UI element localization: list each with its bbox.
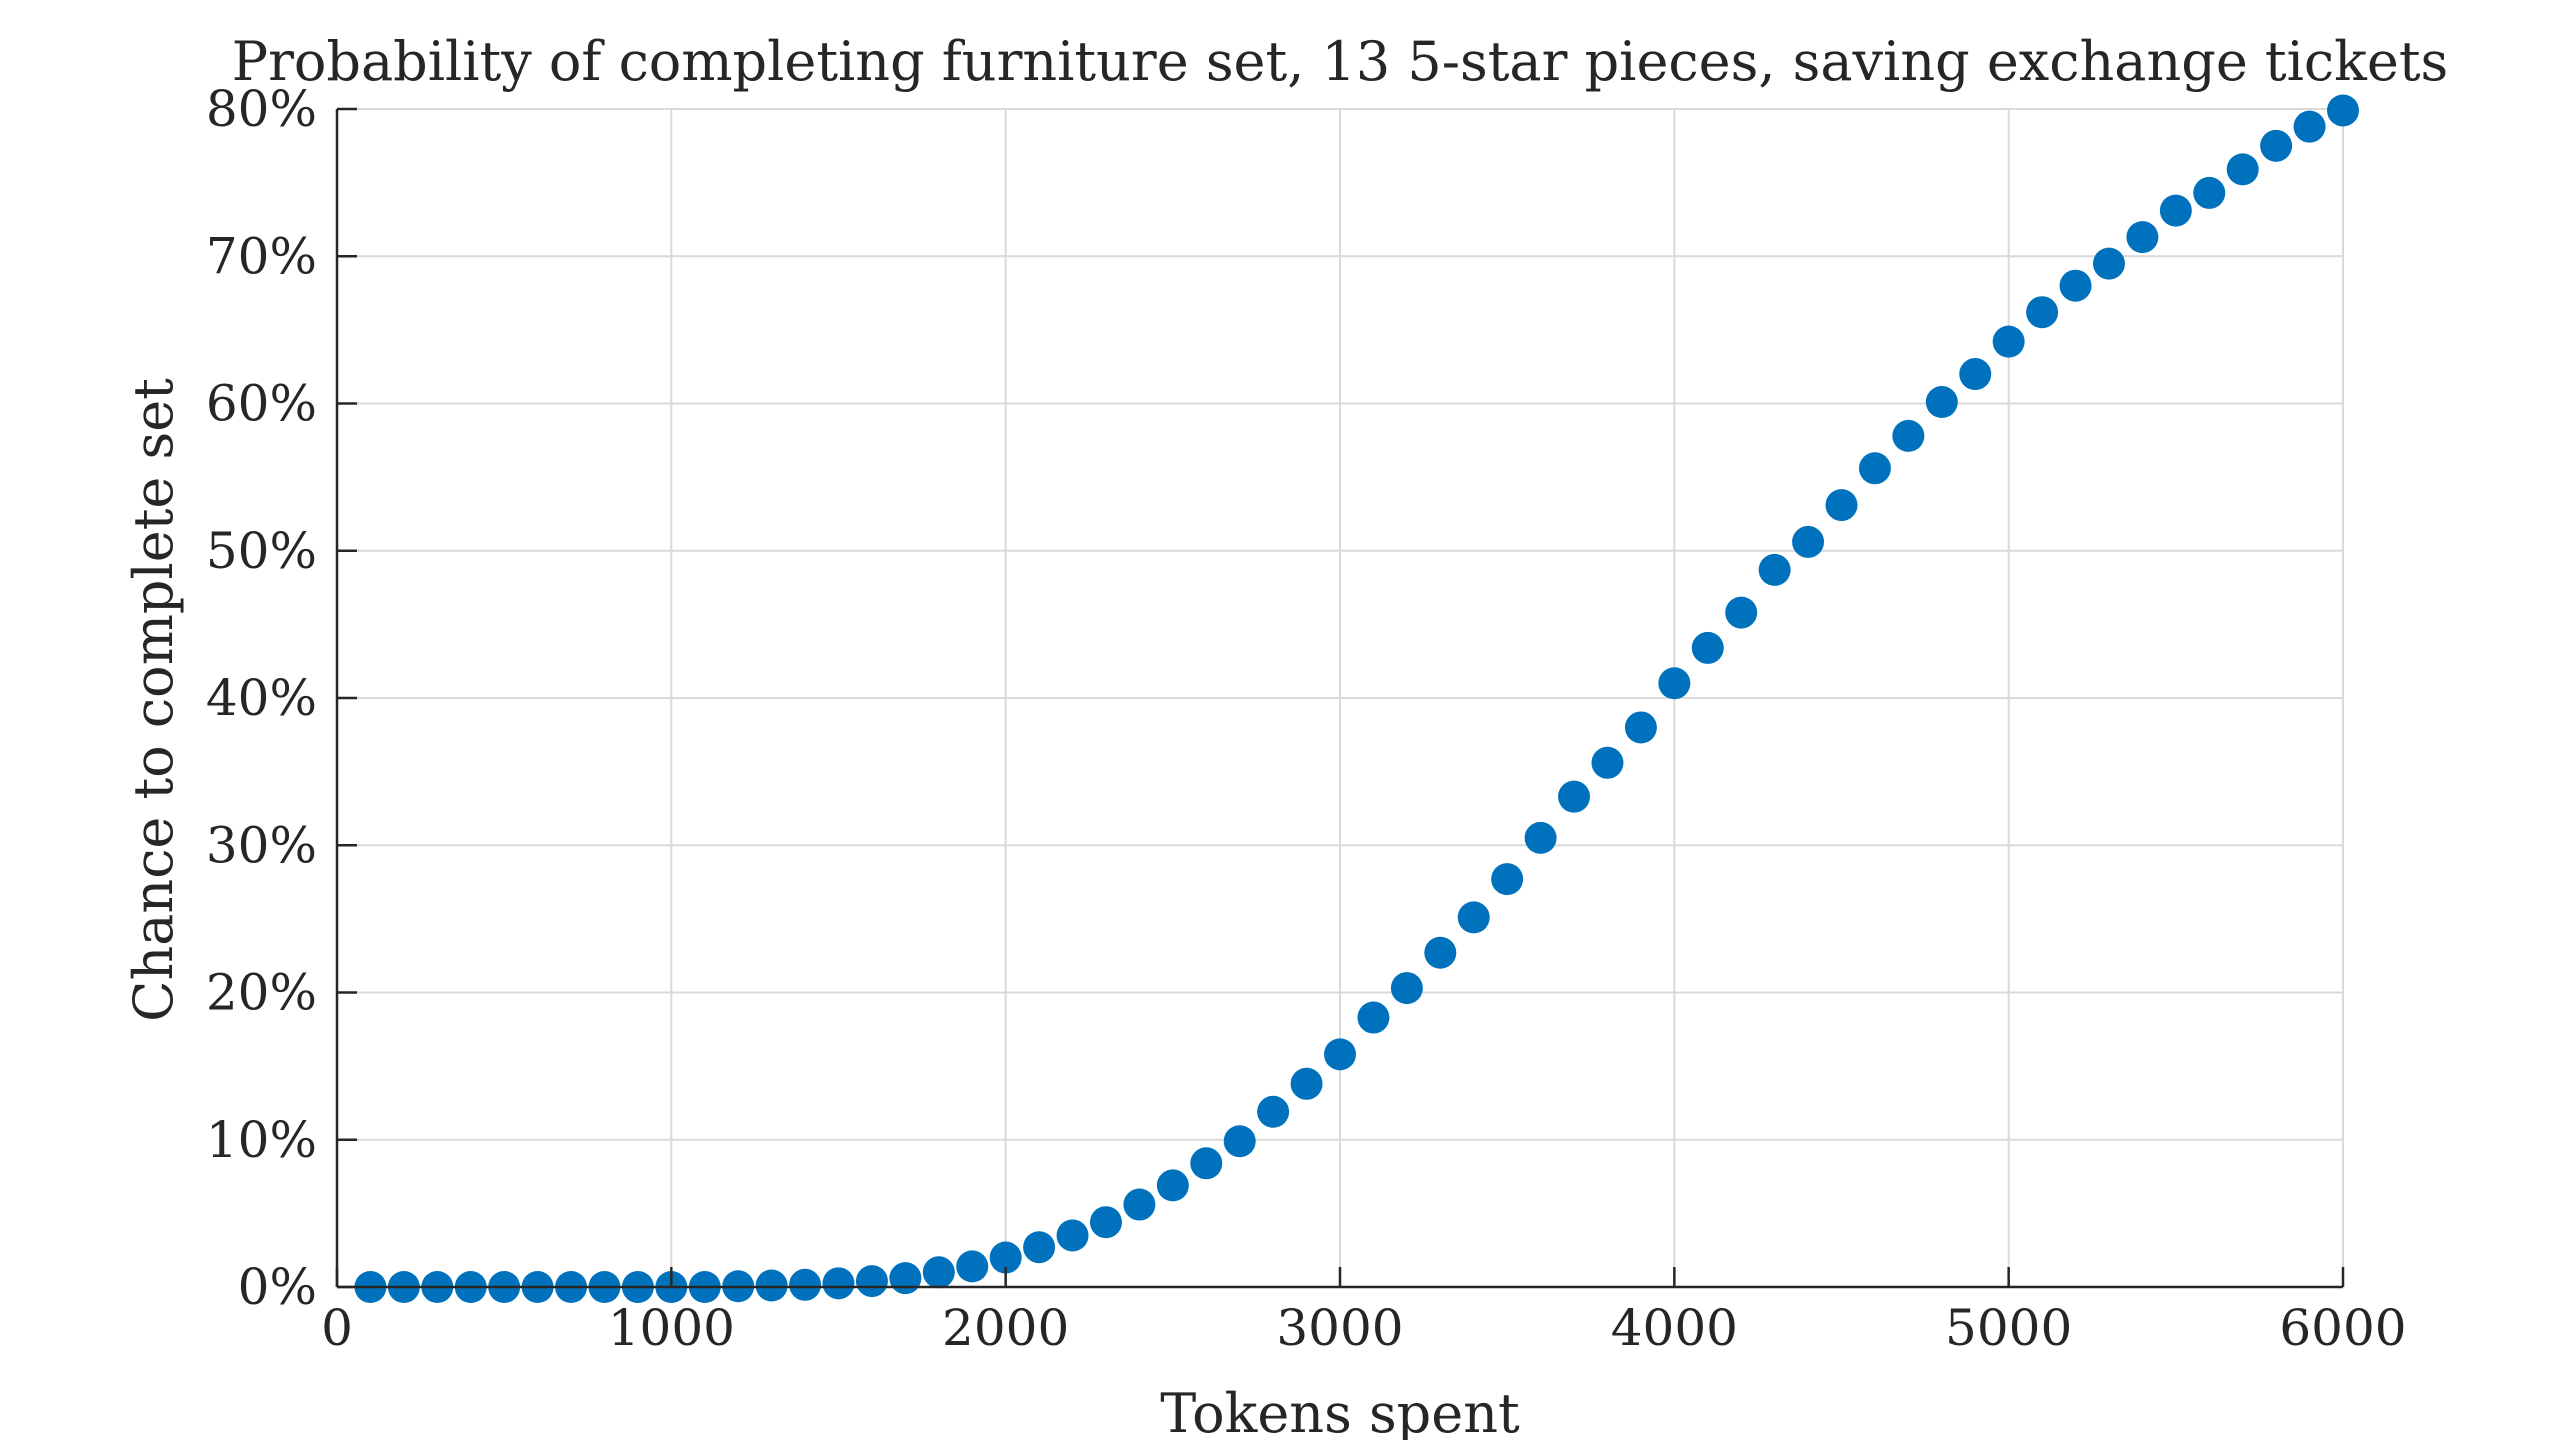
data-point <box>2126 221 2159 254</box>
grid-lines <box>336 108 2344 1288</box>
data-point <box>1925 386 1958 419</box>
data-point <box>855 1265 888 1298</box>
x-axis-ticks: 0 1000 2000 3000 4000 5000 6000 <box>321 1267 2407 1357</box>
data-point <box>1725 596 1758 629</box>
data-point <box>1390 972 1423 1005</box>
chart-title: Probability of completing furniture set,… <box>232 30 2449 93</box>
data-point <box>2293 110 2326 143</box>
data-point <box>889 1262 922 1295</box>
data-point <box>2226 153 2259 186</box>
data-point <box>1023 1231 1056 1264</box>
data-point <box>755 1269 788 1302</box>
data-point <box>1858 452 1891 485</box>
data-point <box>2026 296 2059 329</box>
data-point <box>1123 1188 1156 1221</box>
data-point <box>1156 1169 1189 1202</box>
data-point <box>2059 269 2092 302</box>
y-tick-label: 30% <box>206 816 317 874</box>
data-point <box>1591 746 1624 779</box>
data-point <box>1892 419 1925 452</box>
data-point <box>1491 863 1524 896</box>
data-point <box>1056 1219 1089 1252</box>
data-point <box>1424 936 1457 969</box>
data-point <box>989 1241 1022 1274</box>
data-point <box>1825 489 1858 522</box>
x-tick-label: 5000 <box>1945 1299 2072 1357</box>
data-point <box>2327 94 2359 127</box>
x-tick-label: 0 <box>321 1299 353 1357</box>
y-axis-ticks: 0% 10% 20% 30% 40% 50% 60% 70% 80% <box>206 80 357 1316</box>
x-tick-label: 2000 <box>942 1299 1069 1357</box>
data-point <box>1357 1001 1390 1034</box>
data-point <box>1524 821 1557 854</box>
data-point <box>1758 553 1791 586</box>
x-tick-label: 6000 <box>2279 1299 2406 1357</box>
data-point <box>1190 1147 1223 1180</box>
x-tick-label: 4000 <box>1611 1299 1738 1357</box>
y-tick-label: 70% <box>206 227 317 285</box>
data-point <box>1691 631 1724 664</box>
data-point <box>1959 358 1992 391</box>
y-axis-label: Chance to complete set <box>122 378 185 1022</box>
y-tick-label: 60% <box>206 375 317 433</box>
data-point <box>922 1256 955 1289</box>
data-point <box>2193 176 2226 209</box>
data-point <box>1324 1038 1356 1071</box>
data-point <box>789 1268 822 1301</box>
data-point <box>1457 901 1490 934</box>
data-point <box>2159 194 2192 227</box>
data-point <box>1792 525 1825 558</box>
y-tick-label: 50% <box>206 522 317 580</box>
y-tick-label: 20% <box>206 964 317 1022</box>
data-point <box>1257 1095 1290 1128</box>
data-point <box>2260 129 2293 162</box>
data-point <box>1223 1125 1256 1158</box>
data-point <box>1089 1206 1122 1239</box>
data-point <box>2092 247 2125 280</box>
x-tick-label: 1000 <box>608 1299 735 1357</box>
y-tick-label: 10% <box>206 1111 317 1169</box>
x-axis-label: Tokens spent <box>1160 1382 1520 1440</box>
y-tick-label: 40% <box>206 669 317 727</box>
data-point <box>1992 325 2025 358</box>
x-tick-label: 3000 <box>1276 1299 1403 1357</box>
y-tick-label: 80% <box>206 80 317 138</box>
data-point <box>1658 667 1691 700</box>
data-point <box>956 1250 989 1283</box>
y-tick-label: 0% <box>238 1258 317 1316</box>
data-point <box>822 1267 855 1300</box>
data-point <box>1290 1067 1323 1100</box>
data-point <box>1624 711 1657 744</box>
data-point <box>1558 780 1591 813</box>
